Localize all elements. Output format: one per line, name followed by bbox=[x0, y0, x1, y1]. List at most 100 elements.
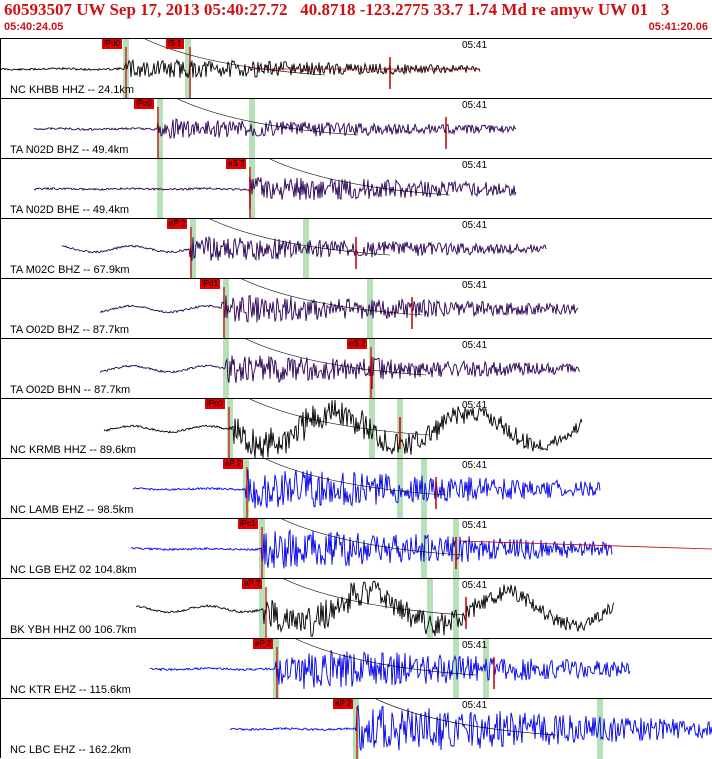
seismogram bbox=[61, 219, 547, 279]
pick-label[interactable]: iPd0 bbox=[102, 39, 123, 49]
window-start-time: 05:40:24.05 bbox=[4, 21, 64, 33]
waveform-trace bbox=[33, 177, 517, 201]
trace-panel[interactable]: eS 2 05:41 TA N02D BHE -- 49.4km bbox=[0, 158, 712, 219]
trace-panel[interactable]: eP 2 05:41 NC LBC EHZ -- 162.2km bbox=[0, 698, 712, 759]
time-tick-label: 05:41 bbox=[462, 160, 488, 171]
trace-panel[interactable]: eP 2 05:41 BK YBH HHZ 00 106.7km bbox=[0, 578, 712, 639]
pick-label[interactable]: iPc0 bbox=[205, 399, 225, 409]
time-tick-label: 05:41 bbox=[462, 100, 488, 111]
seismogram bbox=[99, 339, 581, 399]
time-tick-label: 05:41 bbox=[462, 220, 488, 231]
pick-window bbox=[421, 519, 427, 579]
station-label: BK YBH HHZ 00 106.7km bbox=[10, 624, 137, 636]
station-label: NC LAMB EHZ -- 98.5km bbox=[10, 504, 134, 516]
time-tick-label: 05:41 bbox=[462, 340, 488, 351]
station-label: TA O02D BHZ -- 87.7km bbox=[10, 324, 129, 336]
seismogram bbox=[132, 459, 601, 519]
seismogram bbox=[0, 39, 481, 99]
trace-panel[interactable]: iPc1 05:41 NC LGB EHZ 02 104.8km bbox=[0, 518, 712, 579]
station-label: TA M02C BHZ -- 67.9km bbox=[10, 264, 130, 276]
moveout-curve bbox=[249, 399, 431, 436]
time-tick-label: 05:41 bbox=[462, 520, 488, 531]
pick-window bbox=[185, 39, 191, 99]
station-label: NC KTR EHZ -- 115.6km bbox=[10, 684, 131, 696]
waveform-trace bbox=[229, 705, 712, 751]
pick-label[interactable]: eS 2 bbox=[226, 159, 247, 169]
time-tick-label: 05:41 bbox=[462, 580, 488, 591]
pick-label[interactable]: iPc0 bbox=[134, 99, 154, 109]
time-tick-label: 05:41 bbox=[462, 280, 488, 291]
waveform-trace bbox=[130, 528, 613, 569]
waveform-trace bbox=[99, 355, 581, 384]
waveform-trace bbox=[135, 580, 615, 638]
station-label: NC KHBB HHZ -- 24.1km bbox=[10, 84, 135, 96]
seismogram bbox=[103, 399, 583, 459]
trace-panel[interactable]: iPc0 05:41 NC KRMB HHZ -- 89.6km bbox=[0, 398, 712, 459]
seismogram bbox=[33, 159, 517, 219]
station-label: TA N02D BHE -- 49.4km bbox=[10, 204, 129, 216]
pick-window bbox=[223, 279, 229, 339]
seismogram bbox=[229, 699, 712, 759]
pick-label[interactable]: eP 2 bbox=[167, 219, 188, 229]
pick-label[interactable]: iPd1 bbox=[200, 279, 221, 289]
trace-panel[interactable]: iPd0 iS 1 05:41 NC KHBB HHZ -- 24.1km bbox=[0, 38, 712, 99]
station-label: NC KRMB HHZ -- 89.6km bbox=[10, 444, 136, 456]
seismogram bbox=[99, 279, 579, 339]
trace-panel[interactable]: eS 2 05:41 TA O02D BHN -- 87.7km bbox=[0, 338, 712, 399]
moveout-curve bbox=[295, 639, 477, 676]
pick-label[interactable]: iPc1 bbox=[238, 519, 258, 529]
waveform-trace bbox=[103, 399, 583, 459]
moveout-curve bbox=[375, 699, 557, 736]
pick-label[interactable]: iS 1 bbox=[166, 39, 184, 49]
trace-panel[interactable]: iPd1 05:41 TA O02D BHZ -- 87.7km bbox=[0, 278, 712, 339]
waveform-trace bbox=[132, 469, 601, 509]
pick-window bbox=[483, 639, 489, 699]
trace-panel[interactable]: iPc0 05:41 TA N02D BHZ -- 49.4km bbox=[0, 98, 712, 159]
trace-panel[interactable]: eP 2 05:41 NC KTR EHZ -- 115.6km bbox=[0, 638, 712, 699]
pick-window bbox=[597, 699, 603, 759]
seismogram bbox=[33, 99, 516, 159]
moveout-curve bbox=[269, 159, 451, 196]
moveout-curve bbox=[281, 519, 463, 556]
station-label: NC LGB EHZ 02 104.8km bbox=[10, 564, 137, 576]
pick-window bbox=[223, 339, 229, 399]
pick-window bbox=[453, 579, 459, 639]
trace-panels[interactable]: iPd0 iS 1 05:41 NC KHBB HHZ -- 24.1km iPc0 05… bbox=[0, 38, 712, 759]
trend-line bbox=[459, 540, 712, 550]
pick-window bbox=[427, 579, 433, 639]
trace-panel[interactable]: eP 2 05:41 NC LAMB EHZ -- 98.5km bbox=[0, 458, 712, 519]
moveout-curve bbox=[283, 579, 465, 616]
station-label: TA O02D BHN -- 87.7km bbox=[10, 384, 131, 396]
left-border bbox=[0, 38, 1, 758]
pick-label[interactable]: eS 2 bbox=[347, 339, 368, 349]
pick-label[interactable]: eP 2 bbox=[223, 459, 244, 469]
pick-label[interactable]: eP 2 bbox=[253, 639, 274, 649]
waveform-trace bbox=[33, 118, 516, 139]
moveout-curve bbox=[265, 459, 447, 496]
seismogram bbox=[135, 579, 615, 639]
time-tick-label: 05:41 bbox=[462, 400, 488, 411]
station-label: NC LBC EHZ -- 162.2km bbox=[10, 744, 132, 756]
pick-label[interactable]: eP 2 bbox=[242, 579, 263, 589]
header-bar: 60593507 UW Sep 17, 2013 05:40:27.72 40.… bbox=[0, 0, 712, 38]
pick-window bbox=[190, 219, 196, 279]
moveout-curve bbox=[144, 39, 326, 76]
pick-window bbox=[369, 399, 375, 459]
seismogram bbox=[149, 639, 631, 699]
time-tick-label: 05:41 bbox=[462, 460, 488, 471]
pick-window bbox=[227, 399, 233, 459]
seismogram bbox=[130, 519, 712, 579]
station-label: TA N02D BHZ -- 49.4km bbox=[10, 144, 129, 156]
pick-window bbox=[421, 459, 427, 519]
moveout-curve bbox=[241, 279, 423, 316]
pick-label[interactable]: eP 2 bbox=[333, 699, 354, 709]
waveform-trace bbox=[61, 235, 547, 262]
moveout-curve bbox=[209, 219, 391, 256]
time-tick-label: 05:41 bbox=[462, 700, 488, 711]
window-end-time: 05:41:20.06 bbox=[648, 21, 708, 33]
trace-panel[interactable]: eP 2 05:41 TA M02C BHZ -- 67.9km bbox=[0, 218, 712, 279]
pick-window bbox=[243, 459, 249, 519]
waveform-trace bbox=[149, 650, 631, 690]
pick-window bbox=[453, 639, 459, 699]
waveform-trace bbox=[0, 58, 481, 78]
